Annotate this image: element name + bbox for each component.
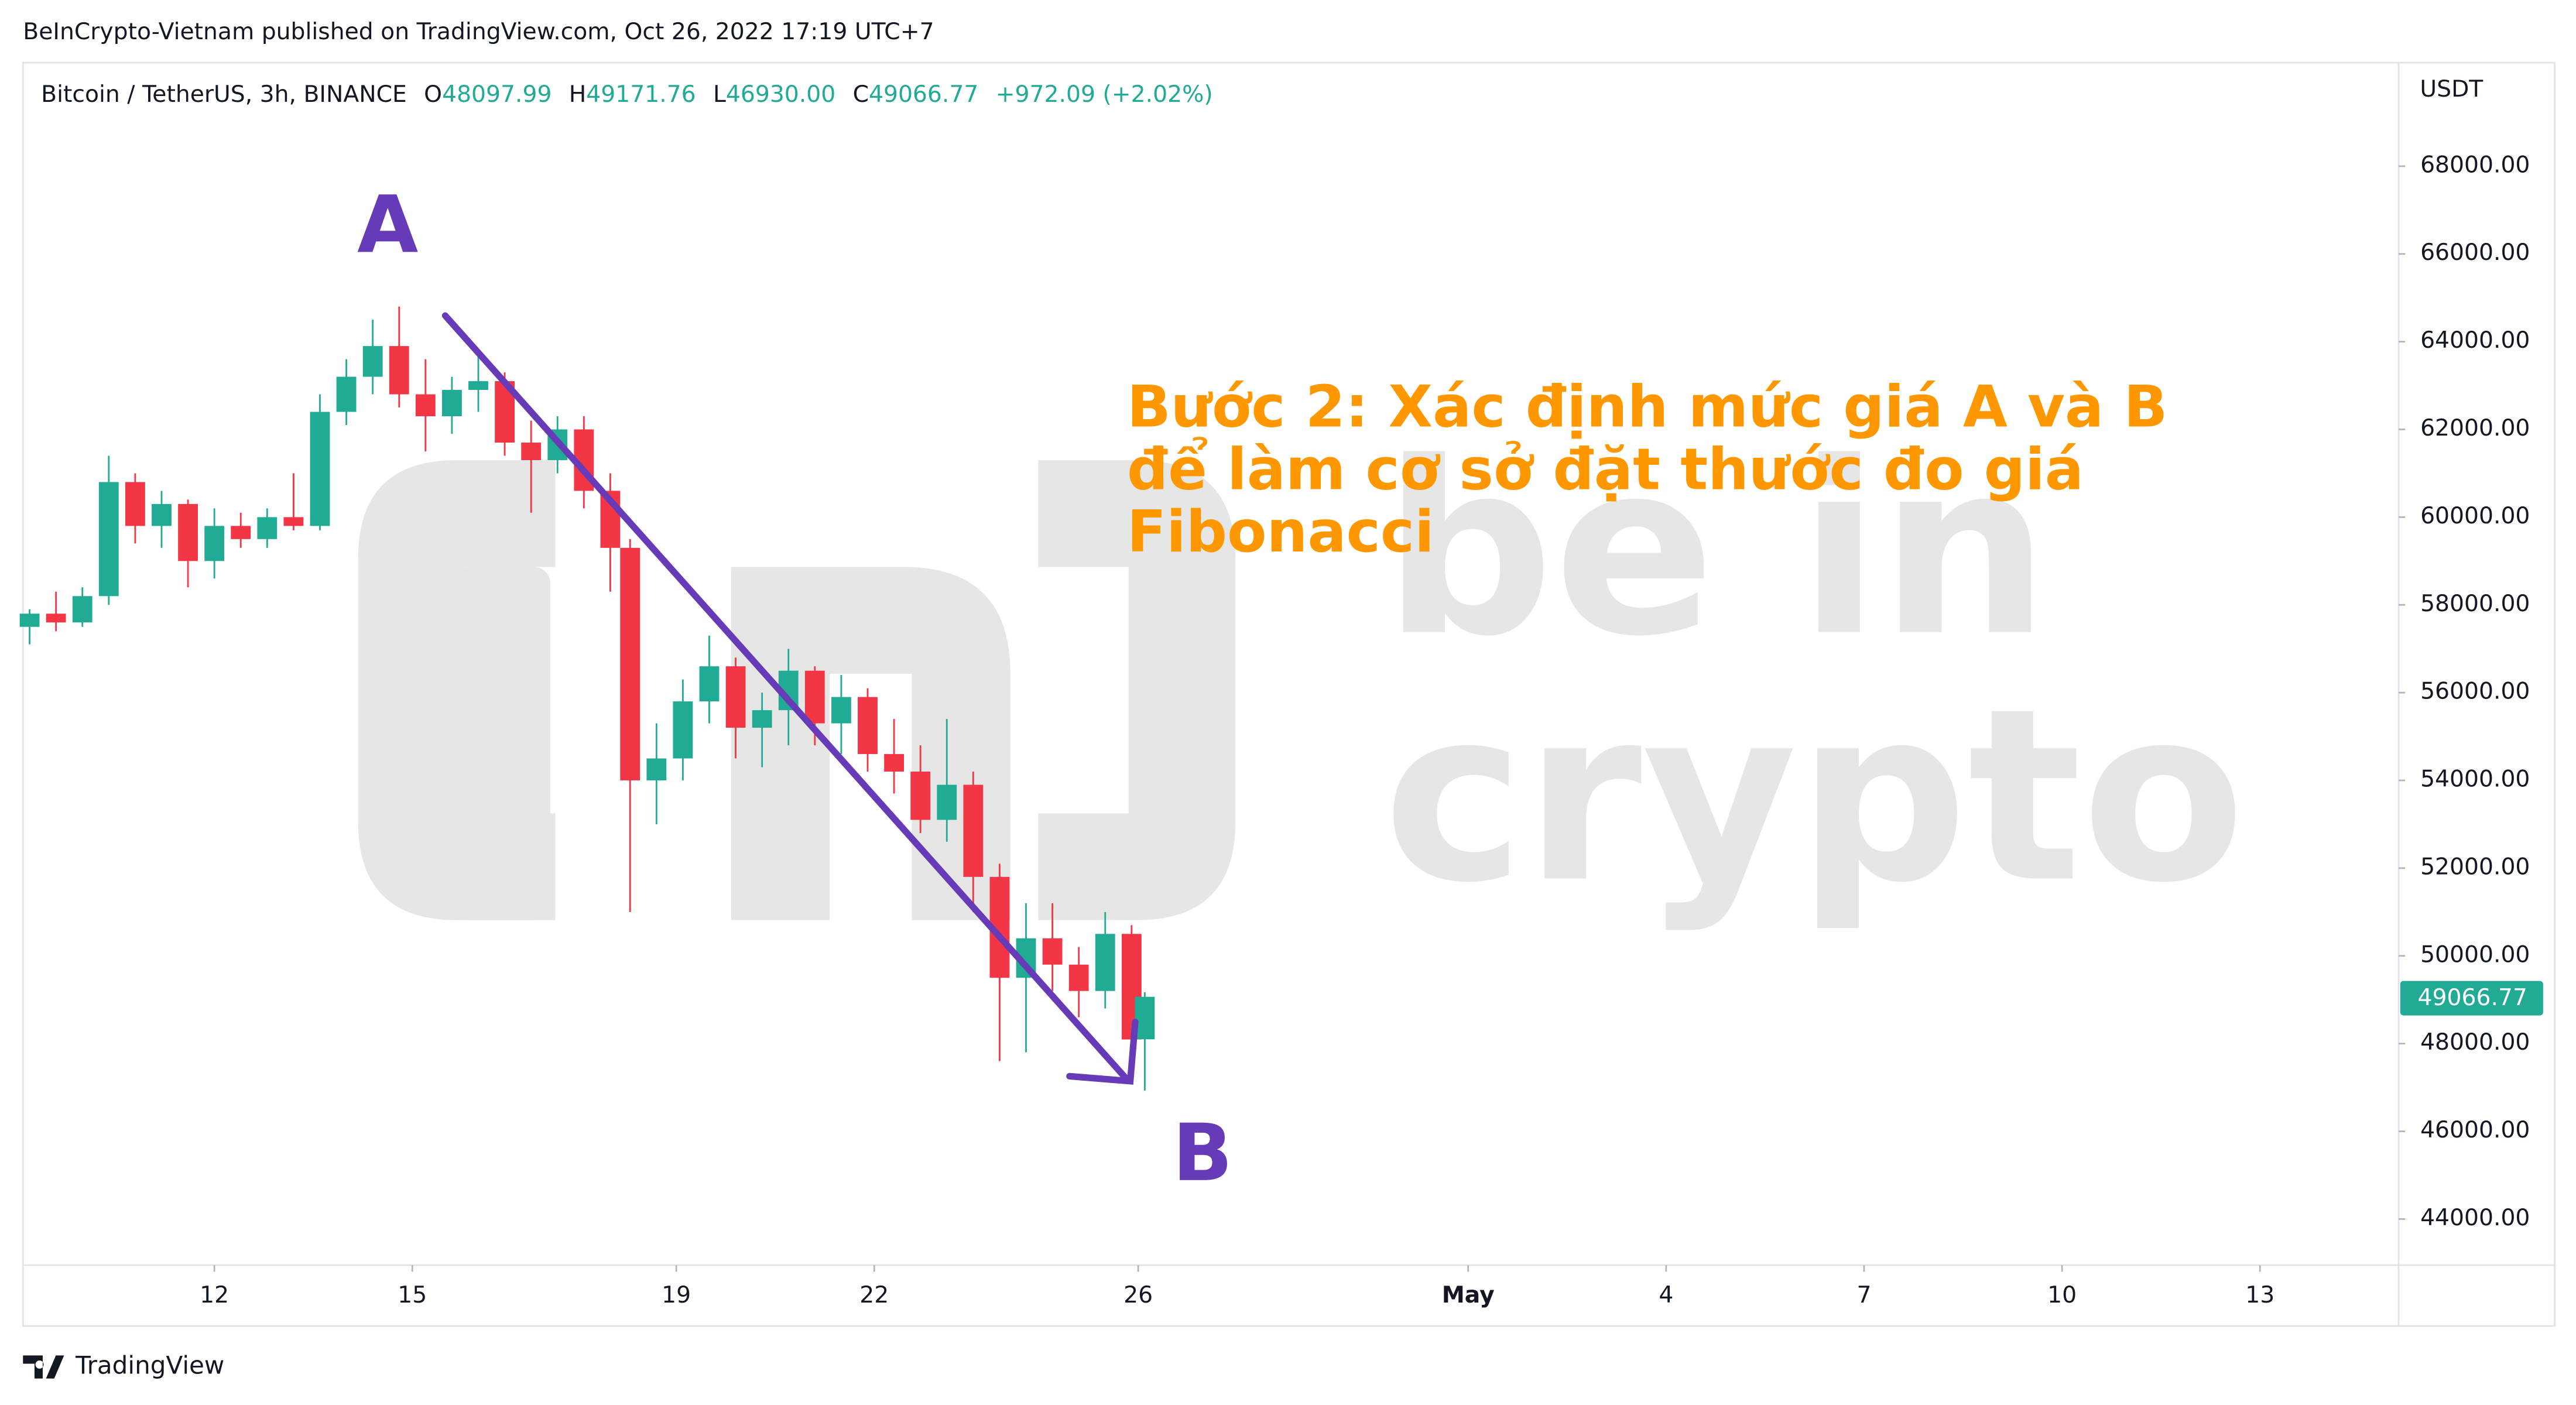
candle-body xyxy=(19,614,40,627)
candle-body xyxy=(646,758,667,781)
candle-body xyxy=(725,666,746,728)
change: +972.09 (+2.02%) xyxy=(996,81,1213,108)
candle-body xyxy=(1135,996,1155,1040)
y-tick-label: 48000.00 xyxy=(2420,1029,2530,1056)
candle-body xyxy=(521,442,542,460)
candle-body xyxy=(257,517,278,539)
y-tick-label: 58000.00 xyxy=(2420,591,2530,617)
y-tick-label: 66000.00 xyxy=(2420,239,2530,266)
chart-title: Bước 2: Xác định mức giá A và B xyxy=(1127,374,2167,441)
y-tick-label: 52000.00 xyxy=(2420,854,2530,880)
candle-body xyxy=(804,670,825,724)
watermark-bracket-right xyxy=(1038,460,1236,920)
y-tick-label: 64000.00 xyxy=(2420,327,2530,354)
ohlc-value: 46930.00 xyxy=(726,81,835,108)
candle-body xyxy=(415,394,436,417)
candle-body xyxy=(336,376,357,412)
footer-text: TradingView xyxy=(75,1351,224,1380)
x-tick-label: 26 xyxy=(1123,1282,1153,1308)
candle-body xyxy=(1042,938,1063,965)
candle-body xyxy=(620,547,640,781)
ohlc-value: 49066.77 xyxy=(869,81,978,108)
watermark-text: be in xyxy=(1383,411,2050,688)
candle-body xyxy=(310,412,330,526)
candle-body xyxy=(963,784,984,877)
x-tick-label: May xyxy=(1442,1282,1495,1308)
x-tick-label: 10 xyxy=(2047,1282,2077,1308)
candle-body xyxy=(152,503,172,526)
watermark-n xyxy=(731,567,1010,920)
candle-body xyxy=(1068,964,1089,991)
y-tick-label: 50000.00 xyxy=(2420,941,2530,968)
footer-logo: TradingView xyxy=(23,1351,224,1380)
currency: USDT xyxy=(2420,76,2483,102)
ohlc-value: 49171.76 xyxy=(586,81,696,108)
ohlc-label: H xyxy=(569,81,587,108)
candle-body xyxy=(204,526,225,561)
candle-body xyxy=(389,346,409,395)
y-tick-label: 46000.00 xyxy=(2420,1117,2530,1143)
candle-body xyxy=(442,390,462,417)
candle-body xyxy=(178,503,198,561)
trend-arrow xyxy=(441,312,1139,1085)
ohlc-value: 48097.99 xyxy=(442,81,551,108)
candle-body xyxy=(858,697,878,755)
arrow-head xyxy=(1066,1019,1139,1085)
y-tick-label: 60000.00 xyxy=(2420,503,2530,529)
candle-body xyxy=(1095,934,1115,991)
symbol: Bitcoin / TetherUS, 3h, BINANCE xyxy=(41,81,407,108)
y-tick-label: 56000.00 xyxy=(2420,678,2530,705)
x-tick-label: 22 xyxy=(859,1282,889,1308)
ohlc-label: O xyxy=(424,81,442,108)
y-tick-label: 68000.00 xyxy=(2420,152,2530,178)
x-tick-label: 13 xyxy=(2245,1282,2274,1308)
candle-body xyxy=(46,614,66,623)
candle-body xyxy=(699,666,720,702)
candle-body xyxy=(362,346,383,377)
last-price-label: 49066.77 xyxy=(2418,985,2527,1011)
tv-logo xyxy=(23,1355,64,1379)
candle-body xyxy=(72,596,93,623)
x-tick-label: 4 xyxy=(1659,1282,1673,1308)
y-tick-label: 54000.00 xyxy=(2420,766,2530,793)
candle-body xyxy=(98,482,119,597)
title-block: Bước 2: Xác định mức giá A và B để làm c… xyxy=(1127,374,2167,566)
ohlc-label: C xyxy=(853,81,869,108)
watermark-bar xyxy=(451,567,551,920)
last-price-box xyxy=(2400,981,2543,1016)
candle-body xyxy=(231,526,251,539)
symbol-header: Bitcoin / TetherUS, 3h, BINANCE O48097.9… xyxy=(41,81,1213,108)
chart-title: Fibonacci xyxy=(1127,499,1434,566)
x-tick-label: 7 xyxy=(1856,1282,1871,1308)
published-note: BeInCrypto-Vietnam published on TradingV… xyxy=(23,19,934,45)
frame xyxy=(22,61,2556,1327)
candle-body xyxy=(831,697,851,724)
annotation-a: A xyxy=(357,179,418,270)
plot xyxy=(19,306,1155,1091)
candle-body xyxy=(884,754,904,772)
y-tick-label: 44000.00 xyxy=(2420,1205,2530,1231)
ohlc-label: L xyxy=(713,81,726,108)
candle-body xyxy=(468,381,488,390)
arrow-shaft xyxy=(441,312,1131,1083)
candle-body xyxy=(752,710,772,728)
x-tick-label: 15 xyxy=(398,1282,427,1308)
candle-body xyxy=(125,482,145,526)
candle-body xyxy=(937,784,957,820)
candle-body xyxy=(910,772,931,820)
x-tick-label: 19 xyxy=(662,1282,691,1308)
candle-body xyxy=(283,517,304,526)
annotation-b: B xyxy=(1173,1107,1233,1199)
x-tick-label: 12 xyxy=(200,1282,229,1308)
chart-title: để làm cơ sở đặt thước đo giá xyxy=(1127,436,2084,503)
candle-body xyxy=(673,701,693,759)
y-tick-label: 62000.00 xyxy=(2420,415,2530,441)
watermark-text: crypto xyxy=(1383,657,2245,935)
watermark-logo xyxy=(358,460,1236,920)
